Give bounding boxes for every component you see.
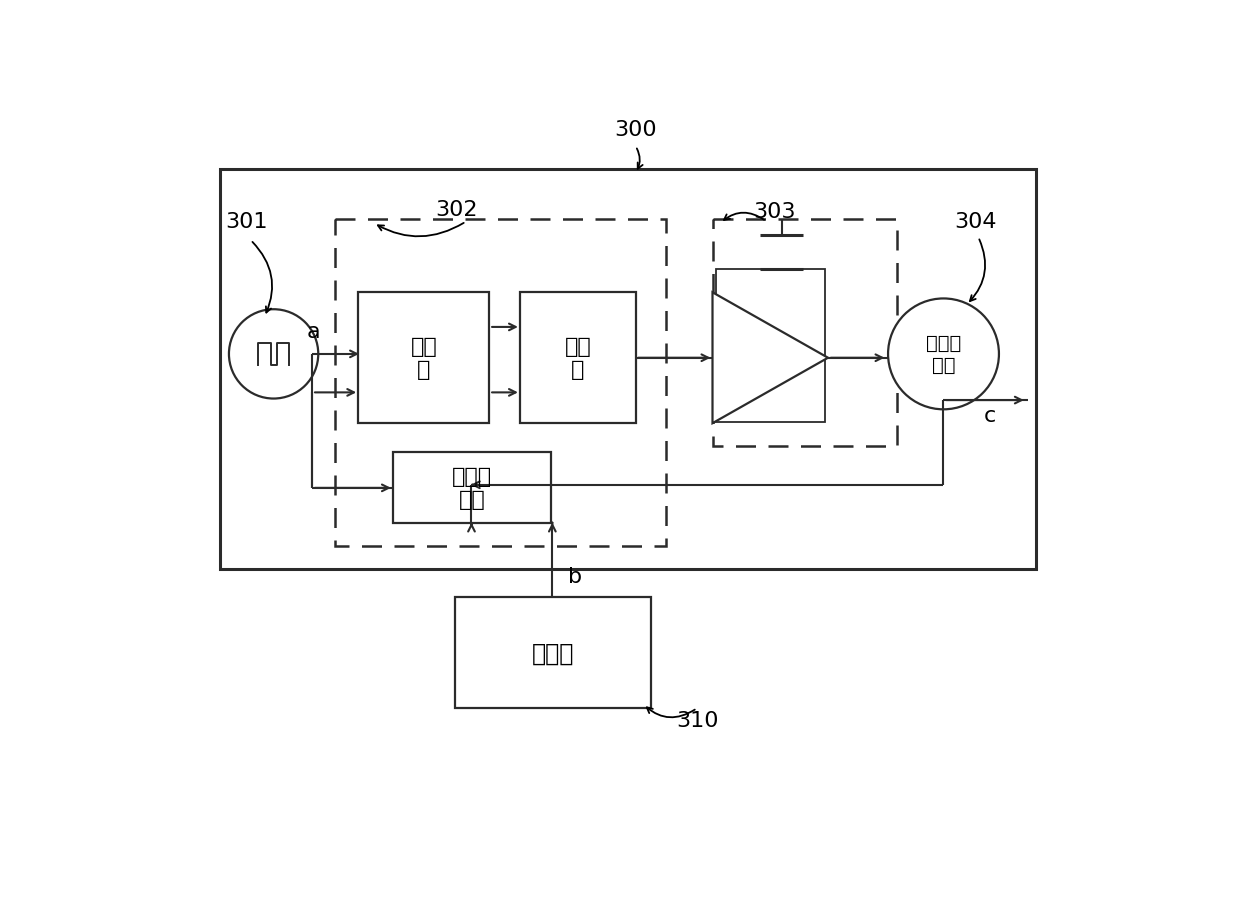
Bar bbox=[455, 598, 651, 708]
Text: 电荷
泵: 电荷 泵 bbox=[564, 337, 591, 380]
Text: 303: 303 bbox=[753, 202, 795, 222]
Text: 300: 300 bbox=[614, 120, 657, 140]
Text: 鉴相
器: 鉴相 器 bbox=[410, 337, 438, 380]
Circle shape bbox=[229, 310, 319, 399]
Bar bbox=[219, 170, 1035, 570]
Bar bbox=[335, 220, 666, 547]
Text: 压控振
荡器: 压控振 荡器 bbox=[926, 334, 961, 375]
Bar bbox=[393, 453, 551, 524]
Bar bbox=[358, 293, 490, 424]
Text: b: b bbox=[568, 566, 583, 586]
Bar bbox=[715, 270, 825, 423]
Circle shape bbox=[888, 299, 999, 410]
Text: 302: 302 bbox=[435, 200, 479, 219]
Text: 可配分
频器: 可配分 频器 bbox=[451, 467, 492, 510]
Text: 301: 301 bbox=[226, 212, 268, 232]
Polygon shape bbox=[713, 293, 828, 424]
Bar bbox=[713, 220, 898, 447]
Text: c: c bbox=[983, 406, 996, 426]
Text: 304: 304 bbox=[955, 212, 997, 232]
Text: 控制器: 控制器 bbox=[532, 641, 574, 665]
Bar bbox=[520, 293, 635, 424]
Text: 310: 310 bbox=[676, 710, 718, 730]
Text: a: a bbox=[306, 321, 320, 341]
